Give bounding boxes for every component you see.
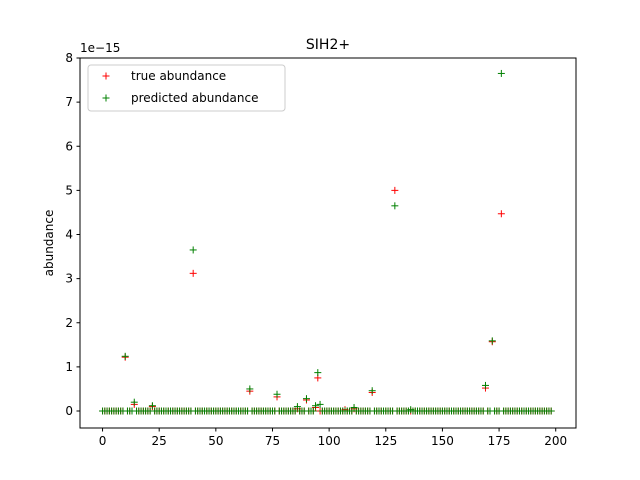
y-tick-label: 6 — [65, 139, 73, 153]
y-axis: 0 1 2 3 4 5 6 7 8 — [65, 51, 80, 418]
y-axis-offset-label: 1e−15 — [80, 41, 120, 55]
data-point-predicted-abundance — [312, 402, 320, 410]
data-point-predicted-abundance — [391, 202, 399, 210]
y-tick-label: 1 — [65, 360, 73, 374]
data-point-predicted-abundance — [309, 407, 317, 415]
legend-label-true-abundance: true abundance — [131, 69, 226, 83]
data-point-predicted-abundance — [148, 402, 156, 410]
data-point-predicted-abundance — [273, 390, 281, 398]
legend: true abundance predicted abundance — [87, 64, 286, 112]
x-tick-label: 0 — [99, 434, 107, 448]
y-axis-label: abundance — [42, 210, 56, 277]
x-tick-label: 175 — [488, 434, 511, 448]
data-point-predicted-abundance — [316, 400, 324, 408]
data-point-predicted-abundance — [293, 403, 301, 411]
points-layer — [99, 69, 555, 415]
x-tick-label: 50 — [208, 434, 223, 448]
data-point-predicted-abundance — [488, 337, 496, 345]
data-point-predicted-abundance — [314, 369, 322, 377]
legend-marker-predicted-abundance — [102, 94, 110, 102]
y-tick-label: 2 — [65, 316, 73, 330]
data-point-predicted-abundance — [481, 381, 489, 389]
legend-marker-true-abundance — [102, 72, 110, 80]
x-tick-label: 200 — [544, 434, 567, 448]
y-tick-label: 8 — [65, 51, 73, 65]
data-point-predicted-abundance — [130, 398, 138, 406]
data-point-predicted-abundance — [189, 246, 197, 254]
data-point-true-abundance — [189, 269, 197, 277]
data-point-predicted-abundance — [302, 395, 310, 403]
data-point-predicted-abundance — [350, 403, 358, 411]
data-point-predicted-abundance — [246, 385, 254, 393]
x-axis: 0 25 50 75 100 125 150 175 200 — [99, 428, 567, 448]
x-tick-label: 150 — [431, 434, 454, 448]
y-tick-label: 4 — [65, 228, 73, 242]
y-tick-label: 0 — [65, 404, 73, 418]
data-point-predicted-abundance — [547, 407, 555, 415]
data-point-predicted-abundance — [497, 69, 505, 77]
x-tick-label: 75 — [265, 434, 280, 448]
x-tick-label: 25 — [152, 434, 167, 448]
legend-label-predicted-abundance: predicted abundance — [131, 91, 258, 105]
y-tick-label: 7 — [65, 95, 73, 109]
data-point-predicted-abundance — [368, 387, 376, 395]
data-point-predicted-abundance — [121, 352, 129, 360]
x-tick-label: 125 — [374, 434, 397, 448]
legend-box — [87, 64, 286, 112]
y-tick-label: 3 — [65, 272, 73, 286]
legend-plus-marker — [102, 72, 110, 80]
data-point-true-abundance — [497, 210, 505, 218]
chart-title: SIH2+ — [306, 37, 350, 53]
plot-area-frame — [79, 57, 577, 429]
y-tick-label: 5 — [65, 183, 73, 197]
data-point-true-abundance — [391, 186, 399, 194]
legend-plus-marker — [102, 94, 110, 102]
x-tick-label: 100 — [318, 434, 341, 448]
